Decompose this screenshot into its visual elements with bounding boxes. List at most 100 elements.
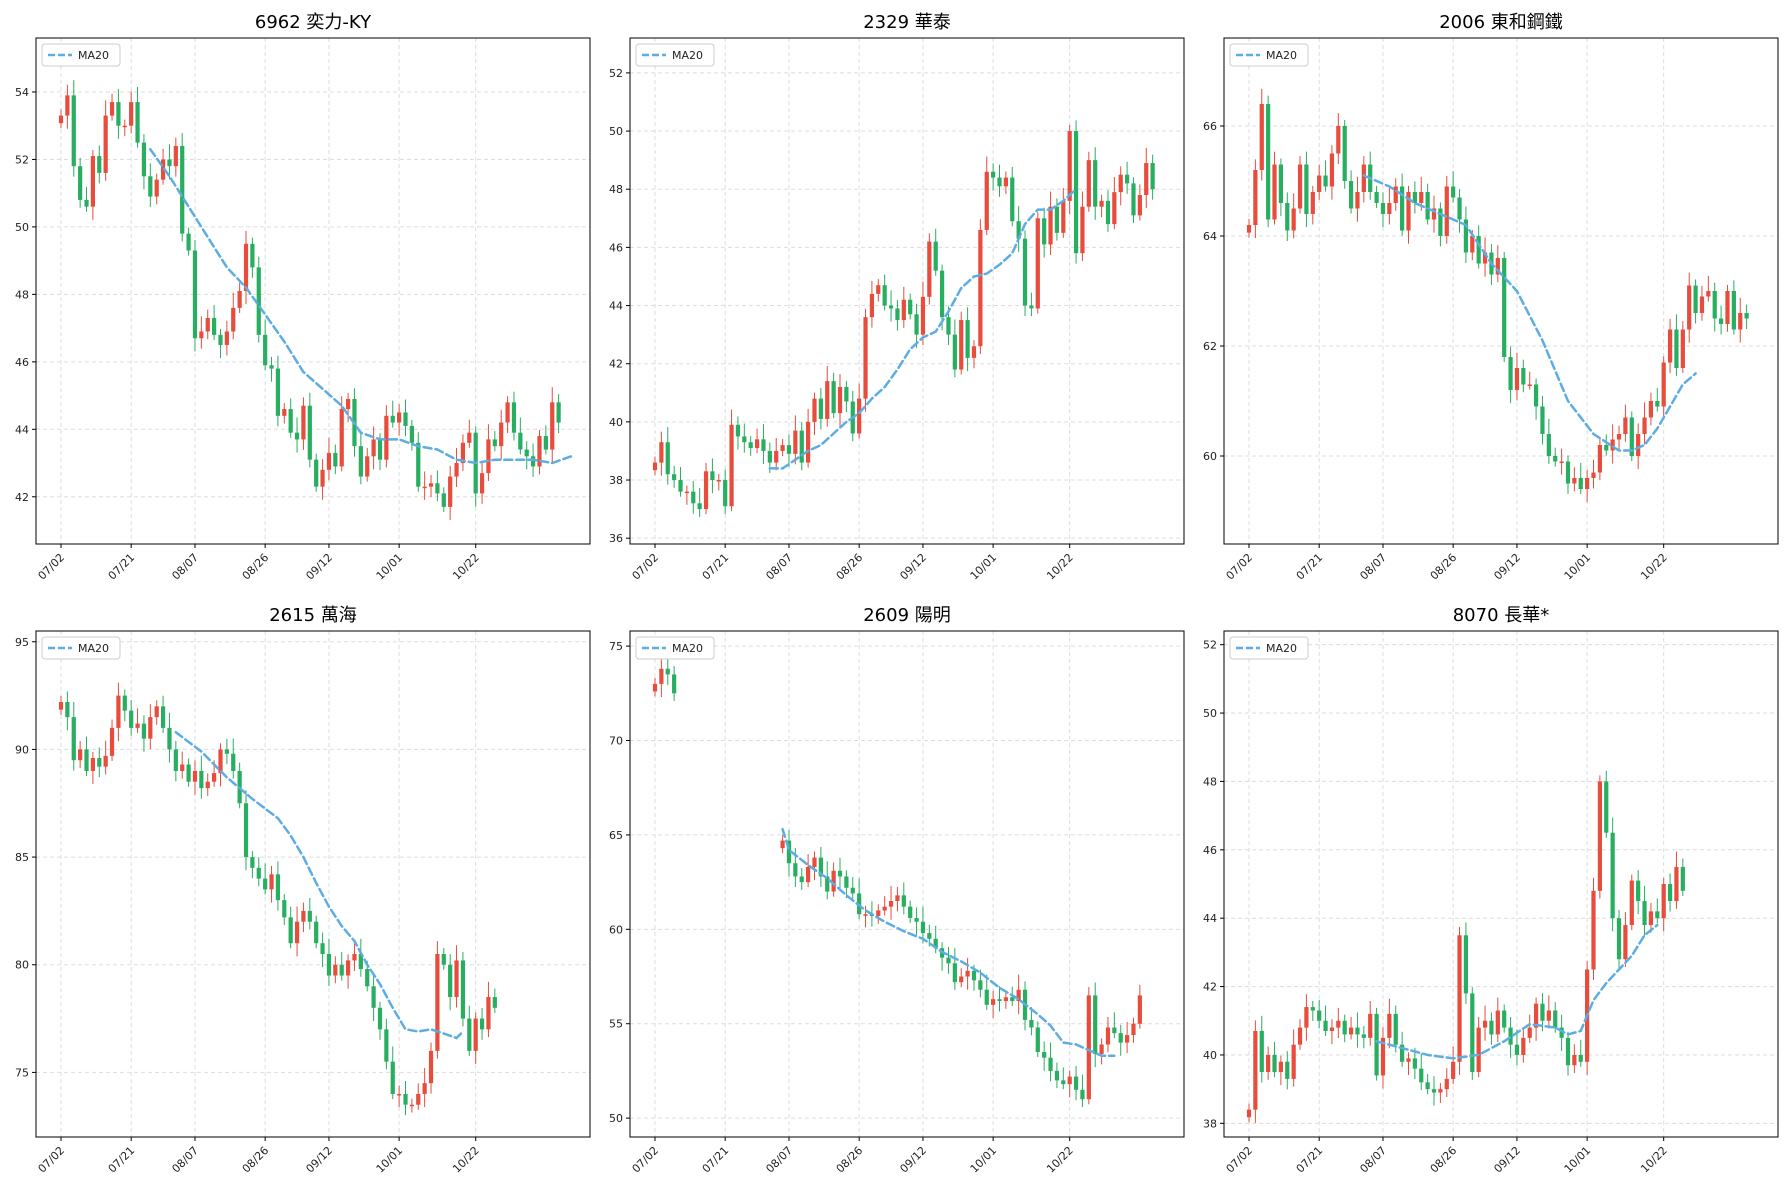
candle-body (1093, 995, 1098, 1054)
candle-body (1374, 192, 1379, 203)
candle-body (831, 870, 836, 892)
legend-label: MA20 (1266, 49, 1297, 62)
candle-body (1042, 1052, 1047, 1058)
candle-body (1636, 434, 1641, 456)
candle-body (148, 717, 153, 739)
candle-body (767, 450, 772, 463)
x-tick-label: 10/01 (1562, 551, 1594, 583)
candle-body (1387, 203, 1392, 214)
candle-body (428, 483, 434, 487)
legend: MA20 (635, 636, 715, 660)
x-tick-label: 07/21 (1294, 551, 1326, 583)
candle-body (243, 243, 249, 291)
candle-body (1502, 258, 1507, 357)
candle-body (1712, 291, 1717, 319)
candle-body (1597, 445, 1602, 473)
candle-body (959, 976, 964, 983)
y-tick-label: 75 (15, 1066, 29, 1079)
y-tick-label: 90 (15, 743, 29, 756)
candle-body (1687, 285, 1692, 330)
candle-body (1431, 1089, 1437, 1093)
candle-body (793, 430, 798, 454)
candle-body (326, 452, 332, 470)
candle-body (556, 402, 561, 423)
legend-label: MA20 (78, 49, 109, 62)
candle-body (1495, 1010, 1500, 1035)
candle-body (831, 381, 836, 414)
candle-body (1380, 203, 1386, 214)
x-tick-label: 08/07 (763, 1144, 795, 1176)
candle-body (90, 156, 96, 207)
candle-body (1699, 296, 1705, 313)
candle-body (339, 409, 344, 467)
candle-body (1131, 183, 1136, 216)
candle-body (505, 402, 510, 423)
candle-body (1361, 1034, 1366, 1038)
candle-body (978, 980, 983, 990)
candle-body (301, 405, 306, 440)
y-tick-label: 40 (609, 416, 623, 429)
candle-body (1042, 218, 1047, 245)
candle-body (1616, 434, 1622, 440)
y-tick-label: 44 (15, 423, 29, 436)
candle-body (422, 486, 427, 489)
candle-body (1495, 258, 1500, 275)
legend-label: MA20 (1266, 642, 1297, 655)
candle-body (90, 758, 96, 771)
candle-body (1054, 1070, 1060, 1081)
candle-body (1578, 478, 1583, 489)
axes-frame (1223, 37, 1779, 545)
x-tick-label: 08/26 (240, 551, 272, 583)
x-tick-label: 07/02 (630, 551, 662, 583)
y-tick-label: 52 (1203, 639, 1217, 652)
candle-body (97, 758, 102, 767)
candle-body (908, 906, 913, 918)
ma20-line (1375, 923, 1659, 1060)
candle-body (416, 1093, 421, 1105)
candle-body (1661, 884, 1666, 919)
candle-body (467, 432, 472, 443)
candle-body (908, 299, 913, 315)
x-tick-label: 10/01 (968, 551, 1000, 583)
candle-body (224, 749, 229, 754)
candle-body (1642, 901, 1647, 926)
candle-body (1540, 406, 1545, 434)
candle-body (1674, 329, 1679, 368)
candle-body (448, 964, 453, 998)
candle-body (237, 291, 242, 308)
x-tick-label: 10/01 (1562, 1144, 1594, 1176)
candle-body (1521, 368, 1526, 385)
candle-body (65, 702, 70, 718)
candle-body (812, 398, 817, 422)
y-tick-label: 55 (609, 1018, 623, 1031)
candle-body (250, 857, 255, 868)
legend: MA20 (635, 43, 715, 67)
candle-body (1533, 384, 1539, 407)
candle-body (358, 446, 363, 477)
candle-body (1048, 206, 1053, 245)
x-tick-label: 10/22 (1638, 1144, 1670, 1176)
y-tick-label: 48 (1203, 775, 1217, 788)
candle-body (428, 1050, 434, 1084)
candle-body (799, 876, 804, 883)
candle-body (672, 674, 677, 694)
candle-body (1323, 1020, 1328, 1032)
candle-body (116, 695, 121, 728)
candle-body (148, 176, 153, 197)
candle-body (109, 727, 115, 756)
candle-body (454, 463, 459, 477)
candle-body (499, 422, 504, 447)
candle-body (441, 953, 446, 965)
axes-frame (35, 630, 591, 1138)
candle-body (927, 933, 932, 939)
candle-body (282, 409, 287, 416)
candle-body (78, 749, 83, 761)
candle-body (1144, 163, 1149, 196)
candle-body (1578, 1054, 1583, 1062)
legend: MA20 (41, 636, 121, 660)
candle-body (1003, 177, 1008, 187)
candle-body (1533, 1003, 1539, 1028)
candle-body (377, 439, 383, 460)
candle-body (1368, 1013, 1373, 1038)
candle-body (1054, 206, 1060, 233)
